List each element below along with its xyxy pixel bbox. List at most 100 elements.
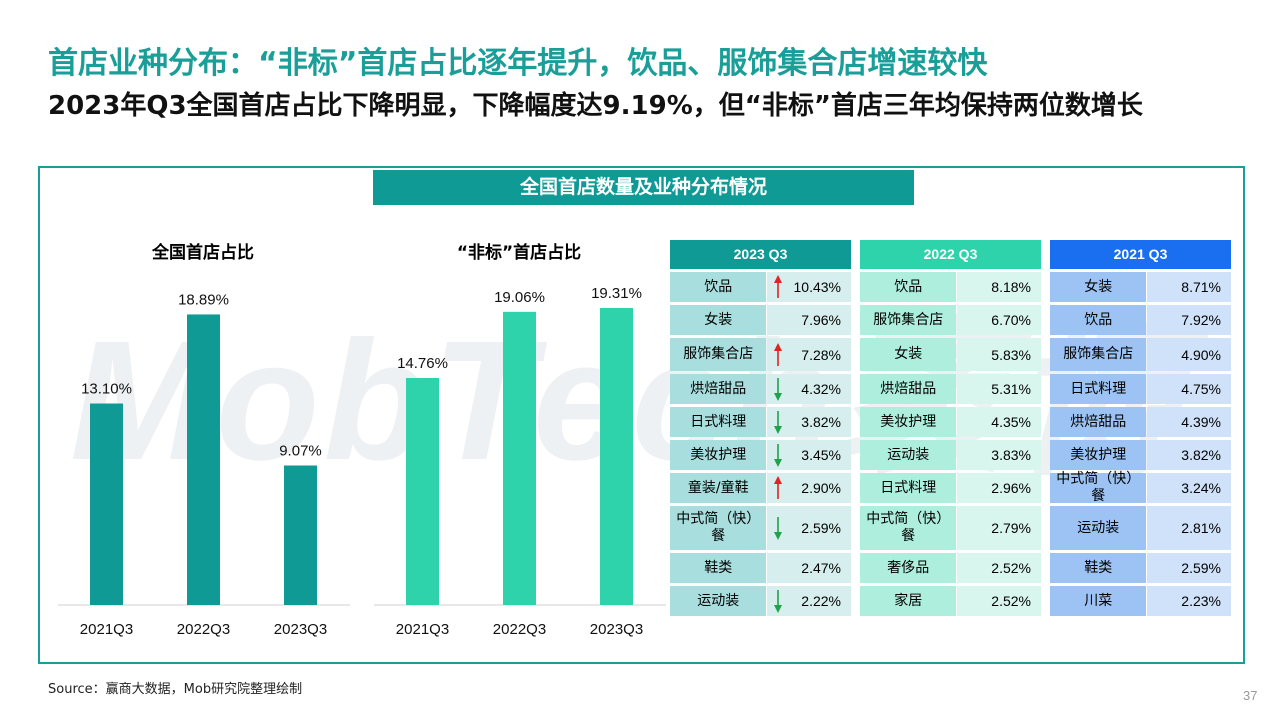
category-cell: 家居 [860,586,957,616]
category-cell: 童装/童鞋 [670,473,767,503]
category-cell: 日式料理 [670,407,767,437]
value-cell: 2.96% [957,473,1041,503]
value-text: 6.70% [991,312,1031,328]
value-cell: 2.81% [1147,506,1231,550]
arrow-down-icon [773,516,783,540]
category-cell: 美妆护理 [1050,440,1147,470]
page-number: 37 [1243,688,1258,703]
value-text: 2.81% [1181,520,1221,536]
arrow-down-icon [773,410,783,434]
table-header: 2021 Q3 [1050,240,1231,269]
page-title: 首店业种分布：“非标”首店占比逐年提升，饮品、服饰集合店增速较快 [48,46,988,81]
value-cell: 2.52% [957,553,1041,583]
value-cell: 2.59% [1147,553,1231,583]
category-cell: 日式料理 [1050,374,1147,404]
value-text: 10.43% [793,279,841,295]
value-cell: 4.75% [1147,374,1231,404]
category-cell: 中式简（快）餐 [1050,471,1147,504]
table-row: 服饰集合店 6.70% [860,305,1041,335]
bar-value-label: 13.10% [81,381,132,398]
category-cell: 中式简（快）餐 [670,506,767,550]
category-cell: 烘焙甜品 [670,374,767,404]
bar [406,377,439,605]
ranking-table-2023: 2023 Q3 饮品 10.43% 女装 7.96% 服饰集合店 7.28% 烘焙甜品 4.32… [670,240,851,616]
value-cell: 8.18% [957,272,1041,302]
value-text: 7.92% [1181,312,1221,328]
value-cell: 3.83% [957,440,1041,470]
category-cell: 川菜 [1050,586,1147,616]
value-text: 4.32% [801,381,841,397]
value-cell: 8.71% [1147,272,1231,302]
value-cell: 7.28% [767,338,851,371]
table-row: 鞋类 2.59% [1050,553,1231,583]
category-cell: 烘焙甜品 [860,374,957,404]
value-text: 3.82% [1181,447,1221,463]
category-cell: 饮品 [670,272,767,302]
x-tick-label: 2023Q3 [274,621,327,638]
category-cell: 鞋类 [1050,553,1147,583]
value-cell: 7.96% [767,305,851,335]
table-row: 女装 7.96% [670,305,851,335]
category-cell: 鞋类 [670,553,767,583]
category-cell: 日式料理 [860,473,957,503]
value-cell: 3.45% [767,440,851,470]
bar [90,403,123,605]
value-text: 3.82% [801,414,841,430]
table-header: 2023 Q3 [670,240,851,269]
table-row: 中式简（快）餐 2.59% [670,506,851,550]
x-tick-label: 2022Q3 [177,621,230,638]
table-row: 运动装 2.22% [670,586,851,616]
category-cell: 女装 [670,305,767,335]
value-cell: 3.82% [1147,440,1231,470]
value-cell: 5.31% [957,374,1041,404]
value-text: 4.90% [1181,346,1221,363]
arrow-up-icon [773,476,783,500]
category-cell: 运动装 [670,586,767,616]
value-text: 2.52% [991,560,1031,576]
bar [187,314,220,605]
table-row: 川菜 2.23% [1050,586,1231,616]
arrow-down-icon [773,589,783,613]
value-cell: 2.90% [767,473,851,503]
category-cell: 服饰集合店 [860,305,957,335]
content-frame [38,166,1245,664]
bar-chart-nonstandard: 14.76% 2021Q3 19.06% 2022Q3 19.31% 2023Q3 [374,285,666,638]
value-cell: 5.83% [957,338,1041,371]
category-cell: 美妆护理 [670,440,767,470]
bar-chart-national: 13.10% 2021Q3 18.89% 2022Q3 9.07% 2023Q3 [58,291,350,638]
value-cell: 4.32% [767,374,851,404]
value-cell: 6.70% [957,305,1041,335]
x-tick-label: 2023Q3 [590,621,643,638]
value-text: 8.71% [1181,279,1221,295]
value-text: 7.96% [801,312,841,328]
category-cell: 运动装 [860,440,957,470]
table-header: 2022 Q3 [860,240,1041,269]
value-text: 2.52% [991,593,1031,609]
table-row: 童装/童鞋 2.90% [670,473,851,503]
value-text: 2.22% [801,593,841,609]
table-row: 饮品 10.43% [670,272,851,302]
table-row: 奢侈品 2.52% [860,553,1041,583]
value-text: 7.28% [801,346,841,363]
table-row: 服饰集合店 7.28% [670,338,851,371]
chart-title-nonstandard: “非标”首店占比 [456,243,582,263]
bar-value-label: 19.31% [591,285,642,302]
x-tick-label: 2021Q3 [396,621,449,638]
value-cell: 4.35% [957,407,1041,437]
category-cell: 美妆护理 [860,407,957,437]
x-tick-label: 2021Q3 [80,621,133,638]
table-row: 美妆护理 3.82% [1050,440,1231,470]
category-cell: 女装 [1050,272,1147,302]
category-cell: 饮品 [1050,305,1147,335]
table-row: 女装 5.83% [860,338,1041,371]
value-text: 2.59% [1181,560,1221,576]
arrow-down-icon [773,443,783,467]
table-row: 日式料理 3.82% [670,407,851,437]
category-cell: 服饰集合店 [1050,338,1147,371]
bar-value-label: 14.76% [397,355,448,372]
value-text: 3.45% [801,447,841,463]
bar [503,311,536,605]
value-cell: 2.52% [957,586,1041,616]
value-text: 2.47% [801,560,841,576]
category-cell: 运动装 [1050,506,1147,550]
